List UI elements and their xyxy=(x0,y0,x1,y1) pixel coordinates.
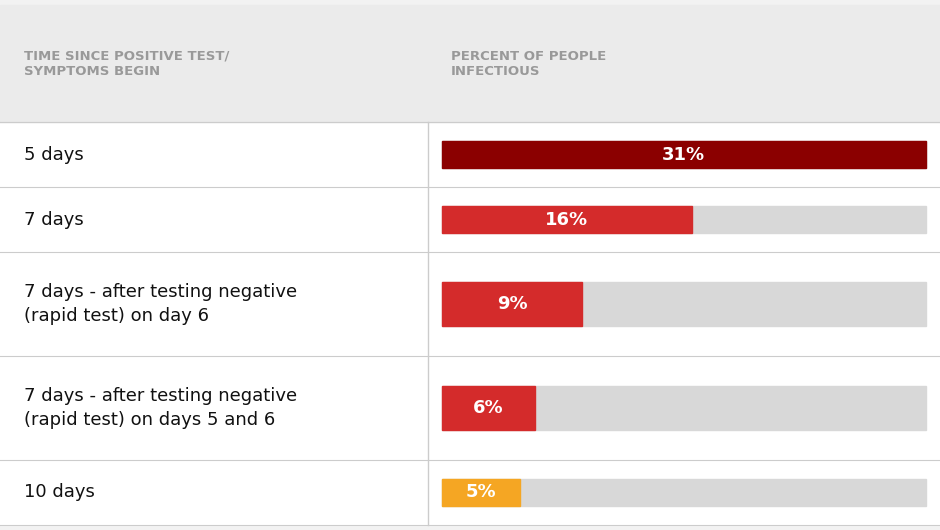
Bar xyxy=(0,187,940,252)
Bar xyxy=(442,141,926,168)
Text: 7 days: 7 days xyxy=(24,210,84,228)
Text: 5 days: 5 days xyxy=(24,146,84,164)
Text: 9%: 9% xyxy=(496,295,527,313)
Bar xyxy=(442,479,926,506)
Bar xyxy=(0,122,940,187)
Bar xyxy=(442,282,583,326)
Bar xyxy=(442,282,926,326)
Bar xyxy=(442,386,926,430)
Bar xyxy=(442,386,536,430)
Text: TIME SINCE POSITIVE TEST/
SYMPTOMS BEGIN: TIME SINCE POSITIVE TEST/ SYMPTOMS BEGIN xyxy=(24,50,228,78)
Text: 10 days: 10 days xyxy=(24,483,94,501)
Bar xyxy=(442,206,926,233)
Bar xyxy=(442,206,692,233)
Text: 7 days - after testing negative
(rapid test) on day 6: 7 days - after testing negative (rapid t… xyxy=(24,283,297,325)
Bar xyxy=(0,5,940,122)
Bar xyxy=(442,141,926,168)
Bar xyxy=(0,356,940,460)
Text: 5%: 5% xyxy=(465,483,496,501)
Text: 16%: 16% xyxy=(545,210,588,228)
Bar xyxy=(0,252,940,356)
Text: 6%: 6% xyxy=(474,399,504,417)
Text: 7 days - after testing negative
(rapid test) on days 5 and 6: 7 days - after testing negative (rapid t… xyxy=(24,387,297,429)
Bar xyxy=(442,479,520,506)
Text: PERCENT OF PEOPLE
INFECTIOUS: PERCENT OF PEOPLE INFECTIOUS xyxy=(451,50,606,78)
Text: 31%: 31% xyxy=(663,146,705,164)
Bar xyxy=(0,460,940,525)
